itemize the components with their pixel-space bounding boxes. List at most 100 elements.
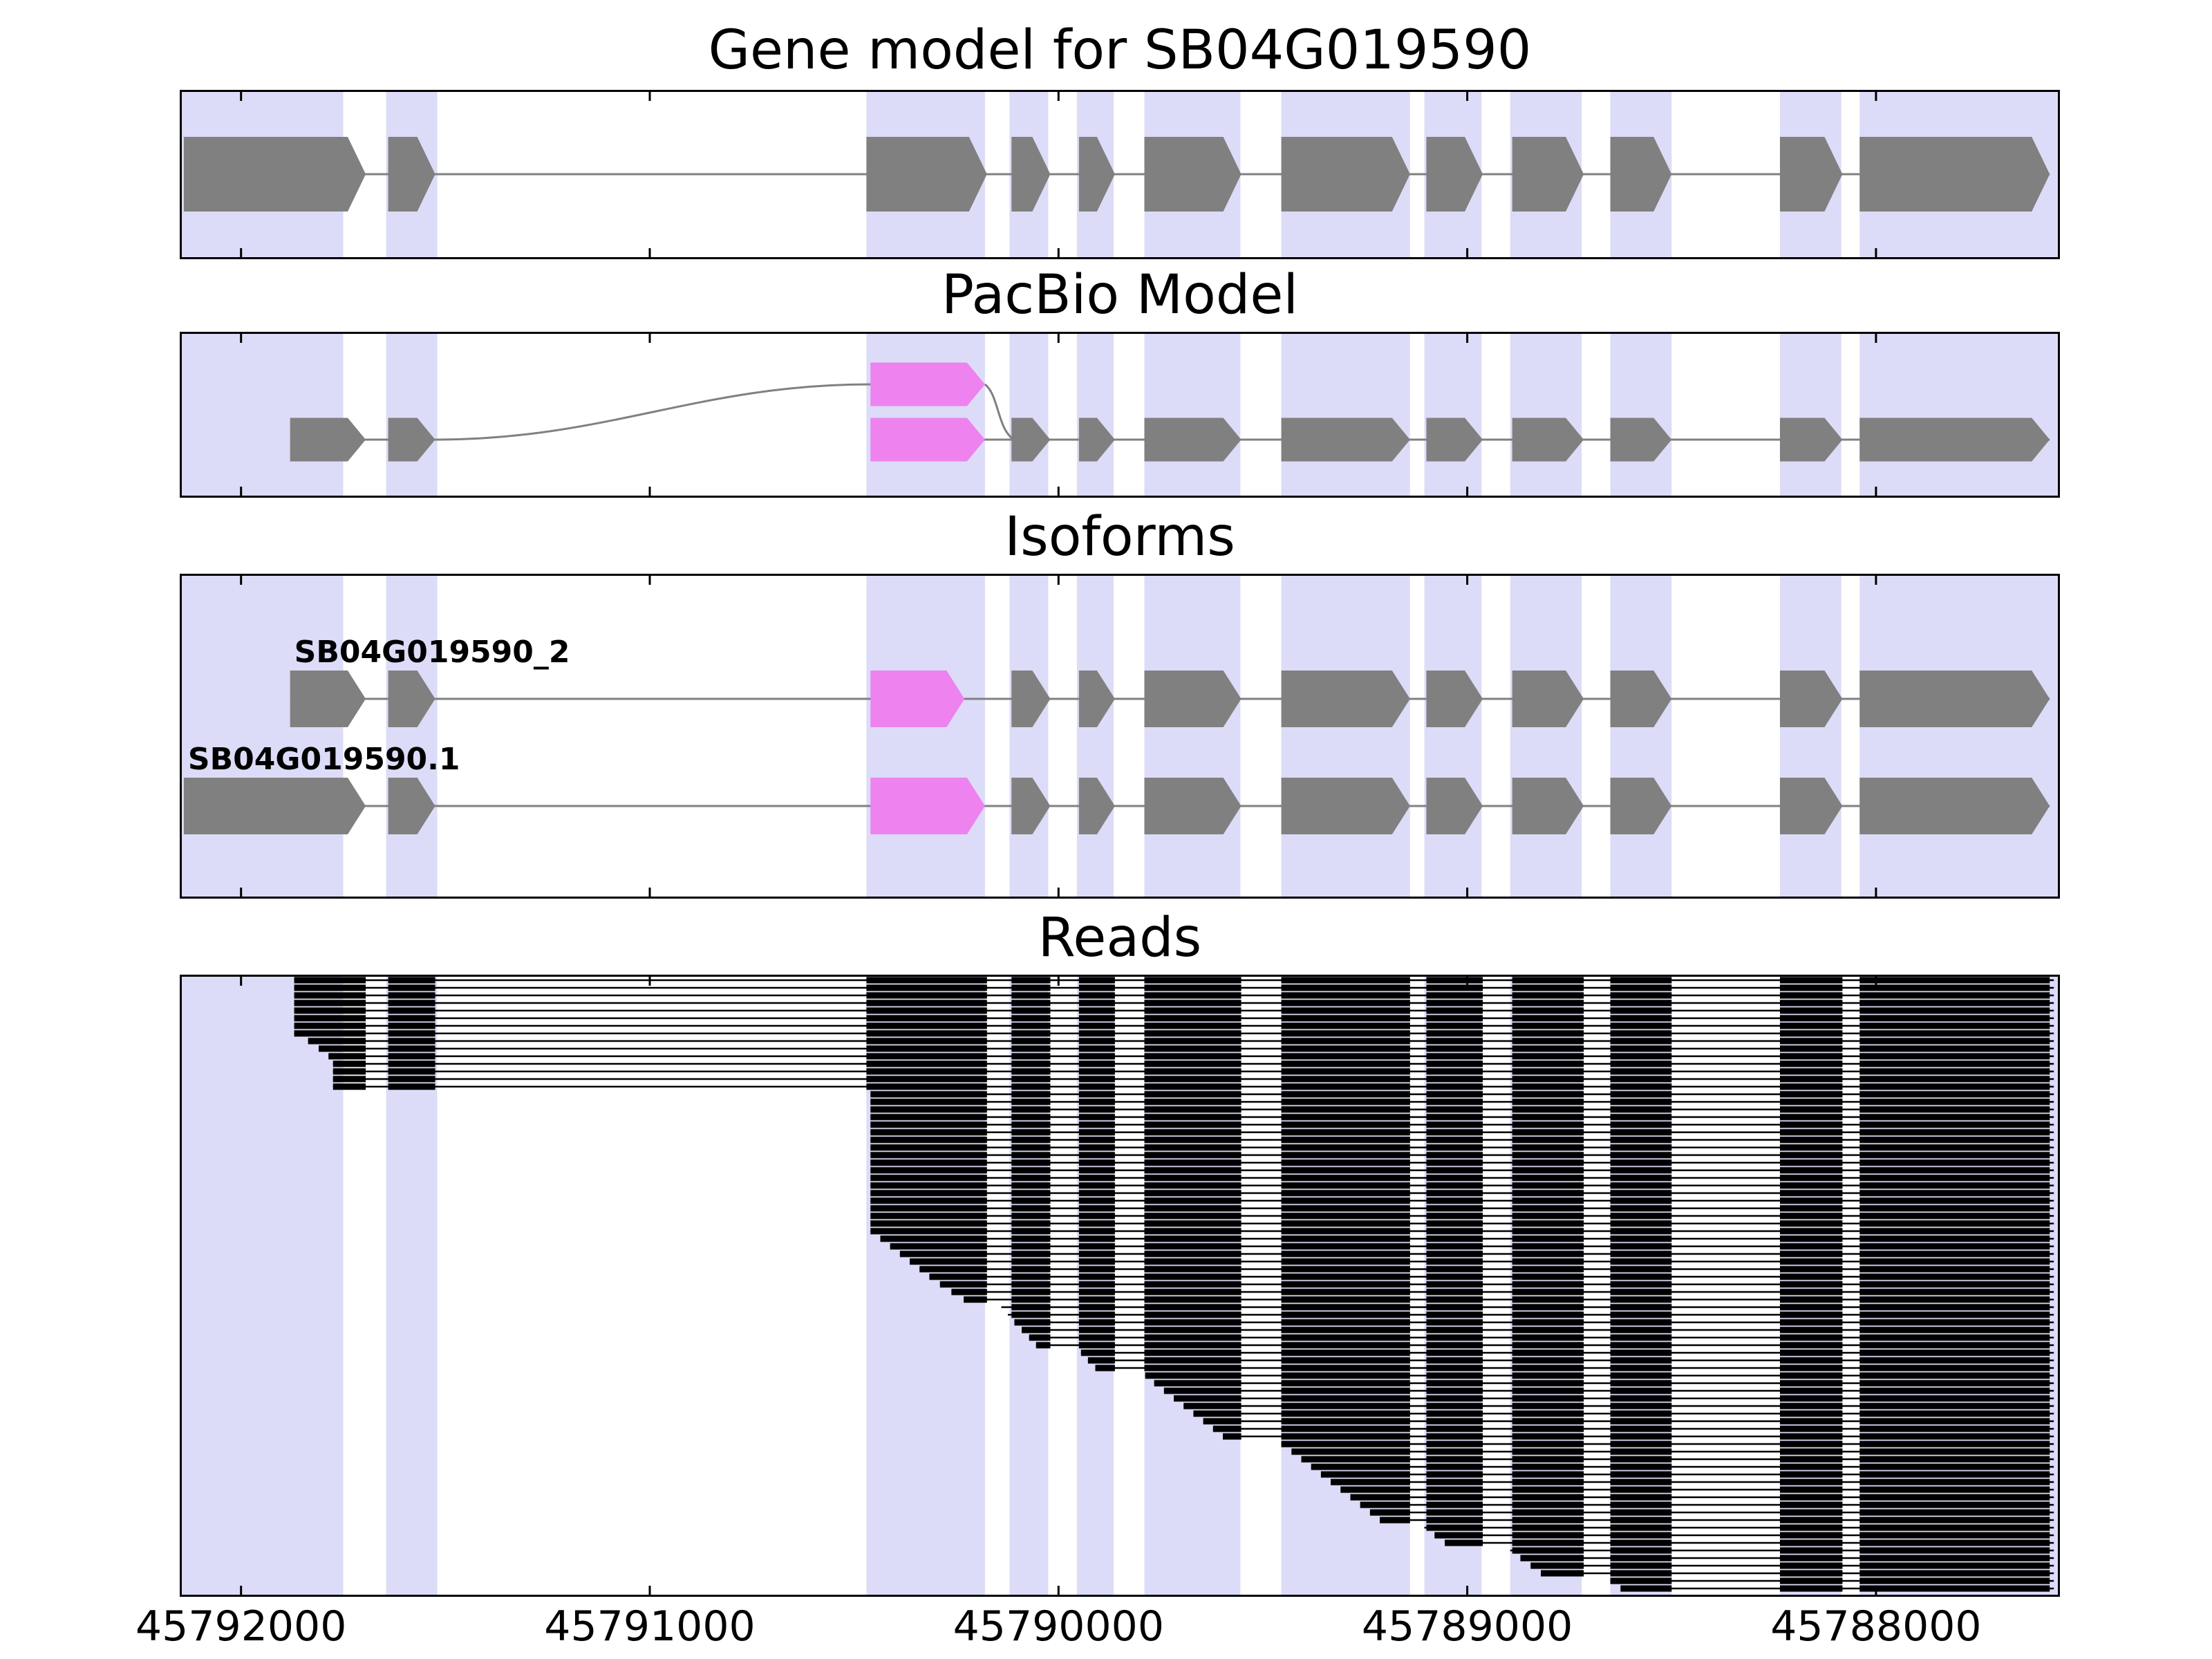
- read-exon-block: [1011, 1030, 1051, 1037]
- exon-band: [1009, 332, 1049, 498]
- read-exon-block: [1212, 1425, 1241, 1432]
- read-exon-block: [294, 984, 366, 991]
- read-exon-block: [1078, 1296, 1115, 1303]
- read-exon-block: [1281, 1228, 1410, 1235]
- read-exon-block: [1512, 1517, 1584, 1524]
- read-exon-block: [1610, 1281, 1672, 1288]
- isoform-exon: [1426, 778, 1483, 834]
- read-exon-block: [1512, 1159, 1584, 1166]
- read-exon-block: [1779, 1410, 1843, 1417]
- isoform-exon: [1078, 671, 1115, 727]
- read-exon-block: [1426, 1015, 1483, 1022]
- read-exon-block: [1779, 1258, 1843, 1265]
- read-exon-block: [1512, 1456, 1584, 1463]
- read-exon-block: [1281, 1357, 1410, 1364]
- read-exon-block: [1144, 1258, 1241, 1265]
- read-exon-block: [1610, 1273, 1672, 1280]
- read-exon-block: [1512, 1387, 1584, 1394]
- read-exon-block: [1144, 1174, 1241, 1181]
- read-exon-block: [1426, 1479, 1483, 1485]
- read-exon-block: [1512, 984, 1584, 991]
- read-exon-block: [1078, 1022, 1115, 1029]
- read-exon-block: [1779, 1479, 1843, 1485]
- read-exon-block: [1779, 1570, 1843, 1577]
- read-exon-block: [1859, 1174, 2050, 1181]
- read-exon-block: [866, 1000, 987, 1006]
- read-exon-block: [294, 1015, 366, 1022]
- read-exon-block: [1859, 1532, 2050, 1539]
- read-exon-block: [1610, 1053, 1672, 1060]
- read-exon-block: [866, 1060, 987, 1067]
- read-exon-block: [1281, 984, 1410, 991]
- read-exon-block: [1610, 1038, 1672, 1044]
- read-exon-block: [1779, 1212, 1843, 1219]
- read-exon-block: [388, 1015, 435, 1022]
- read-exon-block: [1779, 1015, 1843, 1022]
- read-exon-block: [1779, 1577, 1843, 1584]
- read-exon-block: [1426, 1182, 1483, 1189]
- read-exon-block: [1078, 1228, 1115, 1235]
- isoform-exon: [1426, 671, 1483, 727]
- read-exon-block: [1426, 1425, 1483, 1432]
- read-exon-block: [1779, 1228, 1843, 1235]
- read-exon-block: [1174, 1395, 1241, 1402]
- read-exon-block: [1779, 1205, 1843, 1212]
- read-exon-block: [1078, 1288, 1115, 1295]
- exon-band: [1610, 332, 1672, 498]
- read-exon-block: [1779, 1441, 1843, 1447]
- read-exon-block: [1779, 1296, 1843, 1303]
- read-exon-block: [1779, 984, 1843, 991]
- isoform-exon: [388, 778, 435, 834]
- read-exon-block: [1426, 1243, 1483, 1250]
- panel-border: [180, 975, 2060, 1597]
- read-exon-block: [1512, 1136, 1584, 1143]
- read-exon-block: [1779, 1288, 1843, 1295]
- pacbio-exon: [1610, 418, 1672, 462]
- read-exon-block: [1859, 1296, 2050, 1303]
- read-exon-block: [1779, 1334, 1843, 1341]
- read-exon-block: [1859, 1106, 2050, 1113]
- read-exon-block: [1859, 1144, 2050, 1151]
- read-exon-block: [1610, 1387, 1672, 1394]
- read-exon-block: [1281, 1395, 1410, 1402]
- isoform-exon: [290, 671, 366, 727]
- splice-arc-down: [984, 383, 1015, 441]
- read-exon-block: [1779, 1562, 1843, 1569]
- read-exon-block: [1610, 1570, 1672, 1577]
- read-exon-block: [1779, 1091, 1843, 1098]
- read-exon-block: [1520, 1555, 1584, 1562]
- read-exon-block: [1281, 1015, 1410, 1022]
- read-exon-block: [1281, 1053, 1410, 1060]
- read-exon-block: [1078, 1167, 1115, 1174]
- read-exon-block: [1011, 1000, 1051, 1006]
- read-exon-block: [1610, 1562, 1672, 1569]
- read-exon-block: [1011, 1083, 1051, 1090]
- read-exon-block: [1512, 1296, 1584, 1303]
- read-exon-block: [1512, 1091, 1584, 1098]
- read-exon-block: [1011, 1076, 1051, 1082]
- read-exon-block: [1011, 1212, 1051, 1219]
- read-exon-block: [1281, 1076, 1410, 1082]
- read-exon-block: [1859, 1585, 2050, 1592]
- read-exon-block: [1426, 1296, 1483, 1303]
- read-exon-block: [1610, 1152, 1672, 1159]
- read-exon-block: [1859, 1441, 2050, 1447]
- read-exon-block: [1512, 1266, 1584, 1273]
- read-exon-block: [1859, 1357, 2050, 1364]
- read-exon-block: [1859, 1250, 2050, 1257]
- panel-border: [180, 90, 2060, 259]
- read-exon-block: [1779, 1159, 1843, 1166]
- exon-band: [1281, 574, 1410, 899]
- gene-model-exon: [1859, 137, 2050, 212]
- read-exon-block: [1281, 1060, 1410, 1067]
- read-exon-block: [332, 1083, 366, 1090]
- read-exon-block: [1859, 992, 2050, 999]
- pacbio-exon: [1779, 418, 1843, 462]
- read-exon-block: [1610, 1501, 1672, 1508]
- read-exon-block: [1859, 1501, 2050, 1508]
- read-exon-block: [1779, 1152, 1843, 1159]
- read-exon-block: [1144, 1304, 1241, 1311]
- read-exon-block: [1011, 1144, 1051, 1151]
- read-exon-block: [1281, 1068, 1410, 1075]
- read-exon-block: [1512, 1281, 1584, 1288]
